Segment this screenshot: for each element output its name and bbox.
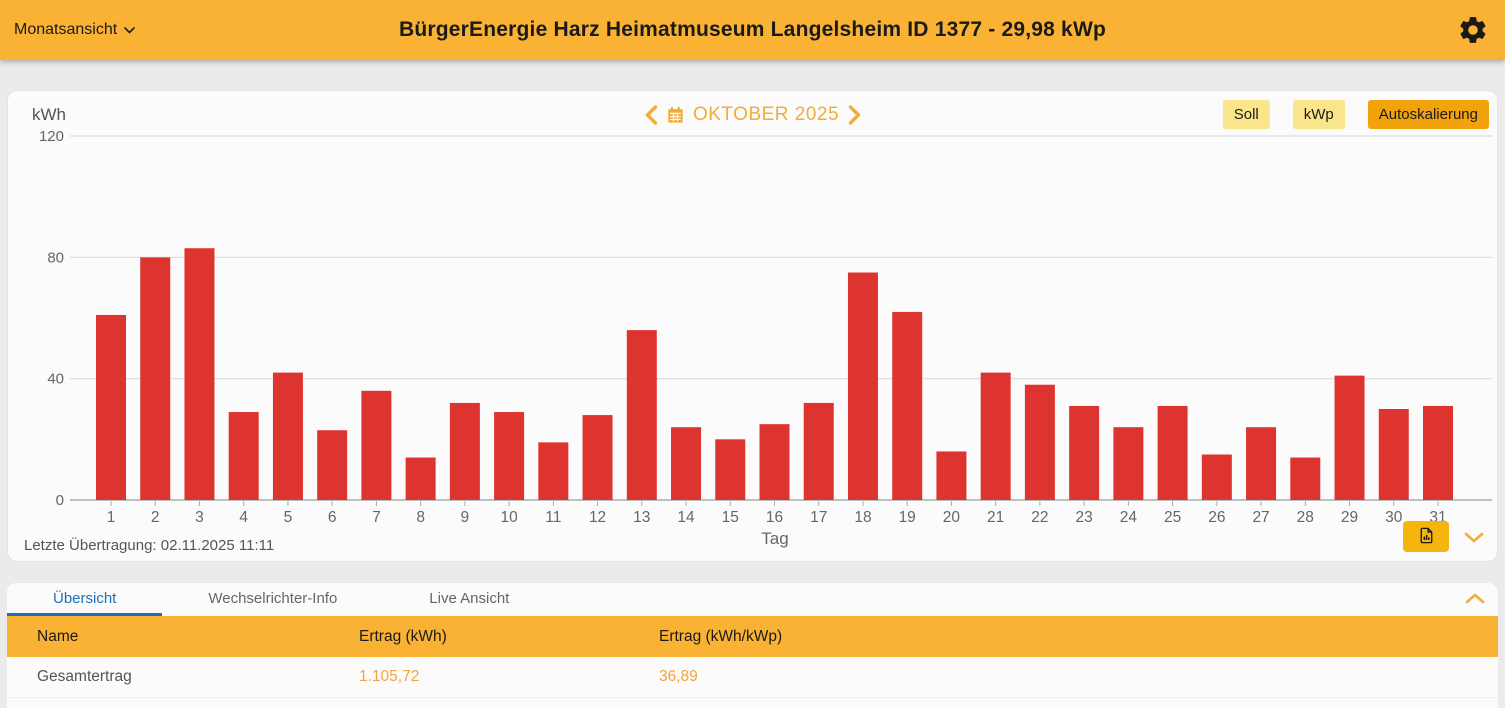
svg-text:25: 25	[1164, 509, 1181, 526]
chart-toolbar: Soll kWp Autoskalierung	[1222, 100, 1489, 129]
row-ertrag-kwh-kwp: 36,89	[659, 668, 698, 685]
svg-text:15: 15	[722, 509, 739, 526]
view-mode-label: Monatsansicht	[14, 21, 118, 38]
details-panel: Übersicht Wechselrichter-Info Live Ansic…	[7, 583, 1498, 708]
export-report-icon	[1417, 526, 1436, 548]
chevron-down-icon	[124, 21, 135, 39]
chevron-left-icon	[644, 105, 657, 125]
chart-card: kWh OKTOBER 2025 Soll kWp Autoskalierung…	[7, 90, 1498, 562]
gear-icon	[1457, 17, 1489, 50]
svg-text:21: 21	[987, 509, 1004, 526]
next-month-button[interactable]	[848, 105, 861, 125]
tab-live-ansicht[interactable]: Live Ansicht	[383, 583, 555, 616]
view-mode-dropdown[interactable]: Monatsansicht	[8, 0, 141, 60]
svg-text:3: 3	[195, 509, 204, 526]
svg-text:27: 27	[1252, 509, 1269, 526]
column-header-name: Name	[37, 627, 79, 645]
tab-uebersicht[interactable]: Übersicht	[7, 583, 163, 616]
svg-text:16: 16	[766, 509, 783, 526]
svg-text:11: 11	[545, 509, 561, 526]
row-name: Gesamtertrag	[37, 668, 132, 685]
svg-text:4: 4	[239, 509, 248, 526]
svg-text:6: 6	[328, 509, 337, 526]
svg-text:120: 120	[39, 128, 64, 145]
kwp-toggle-button[interactable]: kWp	[1292, 100, 1345, 129]
column-header-ertrag-kwh: Ertrag (kWh)	[359, 627, 447, 645]
chevron-down-icon	[1464, 530, 1484, 547]
month-navigation: OKTOBER 2025	[644, 104, 861, 126]
svg-text:23: 23	[1076, 509, 1093, 526]
settings-button[interactable]	[1457, 14, 1489, 46]
svg-text:13: 13	[633, 509, 650, 526]
svg-text:14: 14	[677, 509, 695, 526]
tab-bar: Übersicht Wechselrichter-Info Live Ansic…	[7, 583, 1498, 616]
chevron-right-icon	[848, 105, 861, 125]
svg-text:22: 22	[1031, 509, 1048, 526]
svg-text:20: 20	[943, 509, 961, 526]
table-header-row: Name Ertrag (kWh) Ertrag (kWh/kWp)	[7, 616, 1498, 657]
collapse-chart-button[interactable]	[1464, 530, 1484, 548]
svg-text:Tag: Tag	[761, 529, 788, 548]
previous-month-button[interactable]	[644, 105, 657, 125]
chevron-up-icon	[1465, 591, 1485, 608]
svg-text:18: 18	[854, 509, 871, 526]
svg-text:29: 29	[1341, 509, 1358, 526]
svg-text:40: 40	[47, 371, 64, 388]
svg-text:7: 7	[372, 509, 381, 526]
svg-text:80: 80	[47, 249, 64, 266]
column-header-ertrag-kwh-kwp: Ertrag (kWh/kWp)	[659, 627, 783, 645]
collapse-table-button[interactable]	[1465, 591, 1485, 609]
svg-text:26: 26	[1208, 509, 1225, 526]
svg-text:2: 2	[151, 509, 160, 526]
svg-text:19: 19	[899, 509, 916, 526]
svg-text:8: 8	[416, 509, 425, 526]
soll-toggle-button[interactable]: Soll	[1222, 100, 1270, 129]
tab-label: Live Ansicht	[429, 589, 510, 607]
svg-text:10: 10	[500, 509, 518, 526]
svg-text:12: 12	[589, 509, 606, 526]
y-axis-unit-label: kWh	[32, 105, 66, 124]
svg-text:17: 17	[810, 509, 827, 526]
svg-text:9: 9	[461, 509, 470, 526]
autoscale-toggle-button[interactable]: Autoskalierung	[1367, 100, 1489, 129]
topbar: Monatsansicht BürgerEnergie Harz Heimatm…	[0, 0, 1505, 60]
tab-label: Wechselrichter-Info	[208, 589, 338, 607]
svg-text:24: 24	[1120, 509, 1138, 526]
svg-text:30: 30	[1385, 509, 1403, 526]
svg-text:28: 28	[1297, 509, 1314, 526]
export-report-button[interactable]	[1403, 521, 1449, 552]
calendar-icon	[666, 106, 684, 124]
current-month-label: OKTOBER 2025	[692, 104, 840, 125]
svg-text:0: 0	[56, 492, 64, 509]
tab-label: Übersicht	[53, 589, 117, 607]
tab-wechselrichter-info[interactable]: Wechselrichter-Info	[162, 583, 383, 616]
table-row: Gesamtertrag 1.105,72 36,89	[7, 657, 1498, 698]
svg-text:1: 1	[107, 509, 116, 526]
page-title: BürgerEnergie Harz Heimatmuseum Langelsh…	[398, 18, 1106, 41]
last-transmission-status: Letzte Übertragung: 02.11.2025 11:11	[24, 537, 275, 554]
svg-text:5: 5	[284, 509, 293, 526]
row-ertrag-kwh: 1.105,72	[359, 668, 420, 685]
